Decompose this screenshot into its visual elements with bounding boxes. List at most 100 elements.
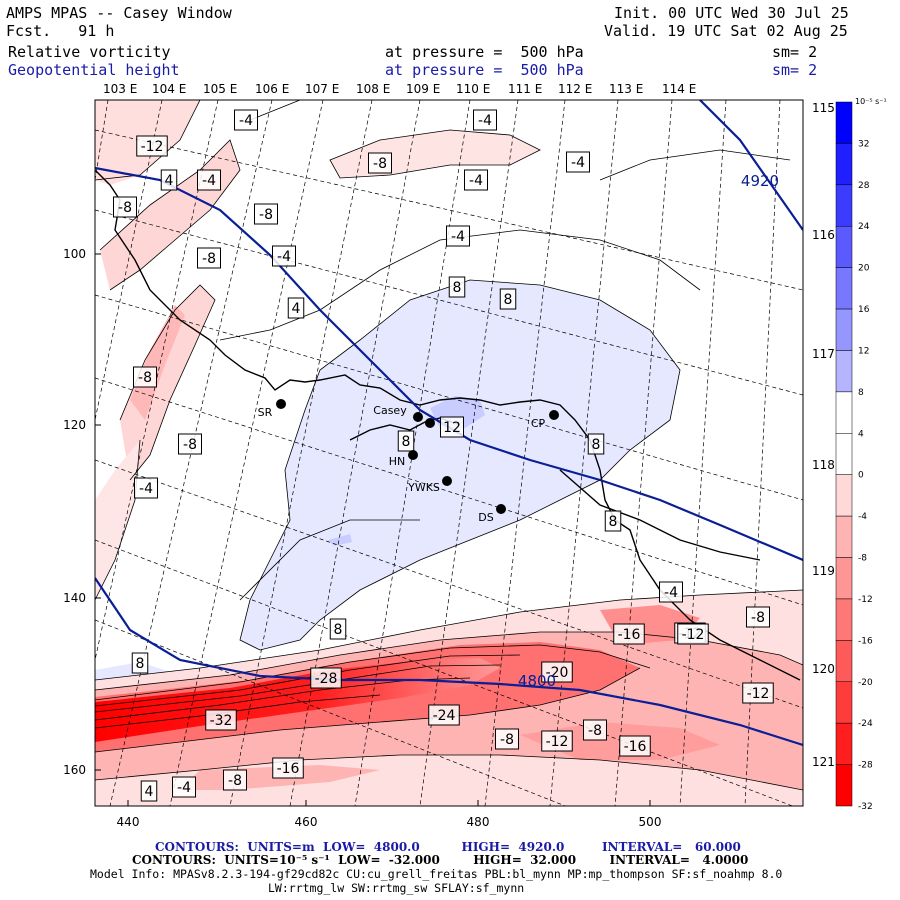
vorticity-label-text: 4 (165, 173, 174, 189)
colorbar-label: 4 (858, 429, 864, 439)
colorbar-label: -8 (858, 554, 867, 564)
vorticity-label-text: -24 (433, 708, 456, 724)
vorticity-label: 8 (448, 276, 466, 298)
colorbar-units: 10⁻⁵ s⁻¹ (855, 97, 887, 106)
height-contour-4860 (95, 166, 803, 562)
top-lon-label: 107 E (305, 82, 339, 96)
vorticity-label-text: -16 (624, 739, 647, 755)
field1-name: Relative vorticity (8, 43, 171, 61)
station-ywks: YWKS (407, 476, 452, 494)
geopotential-height-contours (95, 100, 803, 747)
model-title: AMPS MPAS -- Casey Window (6, 4, 232, 22)
vorticity-label: -24 (428, 704, 460, 726)
station-label: SR (258, 406, 273, 419)
field1-level: at pressure = 500 hPa (385, 43, 584, 61)
vorticity-label: -8 (254, 203, 278, 225)
vorticity-label: -4 (272, 245, 296, 267)
vorticity-label-text: 8 (334, 622, 343, 638)
colorbar-swatch (835, 722, 853, 765)
vorticity-label-text: 8 (609, 514, 618, 530)
colorbar-label: -16 (858, 636, 873, 646)
station-dot (413, 412, 423, 422)
vorticity-label-text: -4 (664, 585, 678, 601)
vorticity-label: -4 (659, 581, 683, 603)
vorticity-label-text: -8 (259, 207, 273, 223)
vorticity-label: -4 (234, 109, 258, 131)
vorticity-label: -8 (583, 719, 607, 741)
vorticity-label-text: -16 (618, 627, 641, 643)
top-lon-label: 109 E (406, 82, 440, 96)
colorbar-label: 0 (858, 471, 864, 481)
colorbar-swatch (835, 640, 853, 683)
vorticity-label: 4 (160, 169, 178, 191)
height-label: 4920 (741, 172, 779, 190)
vorticity-label: 12 (440, 416, 464, 438)
plot-frame (94, 99, 804, 807)
vorticity-label: 8 (329, 618, 347, 640)
vorticity-label-text: -8 (183, 437, 197, 453)
colorbar-swatch (835, 101, 853, 144)
forecast-hour: Fcst. 91 h (6, 22, 115, 40)
height-label: 4800 (518, 672, 556, 690)
colorbar: 32 28 24 20 16 12 8 4 0 -4 -8 -12 -16 -20 -24 -28 -32 (835, 101, 873, 812)
top-lon-label: 110 E (456, 82, 490, 96)
colorbar-swatch (835, 184, 853, 227)
vorticity-label-text: -4 (139, 481, 153, 497)
x-tick-label: 480 (467, 815, 490, 829)
top-lon-label: 105 E (203, 82, 237, 96)
vorticity-label-text: -4 (571, 155, 585, 171)
colorbar-swatch (835, 557, 853, 600)
field2-smoothing: sm= 2 (772, 61, 818, 79)
vorticity-label: -12 (136, 135, 168, 157)
station-label: Casey (373, 404, 407, 417)
colorbar-label: 28 (858, 181, 870, 191)
x-axis-ticks: 440 460 480 500 (117, 800, 661, 829)
vorticity-label: 8 (131, 652, 149, 674)
colorbar-label: -32 (858, 802, 873, 812)
vorticity-label: -32 (205, 709, 237, 731)
vorticity-label: -8 (133, 366, 157, 388)
station-label: CP (531, 417, 546, 430)
colorbar-label: 8 (858, 388, 864, 398)
station-casey: Casey (373, 404, 423, 422)
station-label: HN (389, 455, 406, 468)
top-lon-label: 108 E (356, 82, 390, 96)
colorbar-swatch (835, 474, 853, 517)
vorticity-label: -4 (197, 169, 221, 191)
colorbar-swatch (835, 143, 853, 186)
y-tick-label: 160 (63, 763, 86, 777)
vorticity-labels: -12 -4 -4 -4 -8 -4 -4 -8 -8 -8 -4 4 8 8 -4 4 -8 -8 -4 -12 8 8… (113, 109, 774, 802)
vorticity-label: -8 (746, 606, 770, 628)
vorticity-label-text: 8 (504, 292, 513, 308)
vorticity-label-text: -8 (202, 251, 216, 267)
vorticity-label-text: -8 (228, 773, 242, 789)
colorbar-swatch (835, 764, 853, 807)
vorticity-label-text: -4 (277, 249, 291, 265)
valid-time: Valid. 19 UTC Sat 02 Aug 25 (604, 22, 848, 40)
vorticity-label: -8 (178, 433, 202, 455)
station-sr: SR (258, 399, 286, 419)
vorticity-label-text: -8 (500, 732, 514, 748)
pos-vorticity-core (328, 534, 352, 546)
pos-vorticity-fill (240, 280, 680, 650)
top-lon-label: 112 E (558, 82, 592, 96)
plot-area: -12 -4 -4 -4 -8 -4 -4 -8 -8 -8 -4 4 8 8 -4 4 -8 -8 -4 -12 8 8… (95, 100, 803, 806)
vorticity-label-text: -4 (451, 229, 465, 245)
colorbar-label: -4 (858, 512, 867, 522)
vorticity-label-text: -4 (202, 173, 216, 189)
colorbar-label: -12 (858, 595, 873, 605)
colorbar-label: -24 (858, 719, 873, 729)
field1-smoothing: sm= 2 (772, 43, 818, 61)
vorticity-label: -4 (172, 776, 196, 798)
vorticity-label: -8 (223, 769, 247, 791)
neg-vorticity-fill (95, 440, 140, 600)
x-tick-label: 460 (295, 815, 318, 829)
colorbar-swatch (835, 350, 853, 393)
vorticity-label: 8 (587, 433, 605, 455)
vorticity-label-text: 12 (443, 420, 461, 436)
top-lon-label: 106 E (255, 82, 289, 96)
colorbar-label: 20 (858, 264, 870, 274)
